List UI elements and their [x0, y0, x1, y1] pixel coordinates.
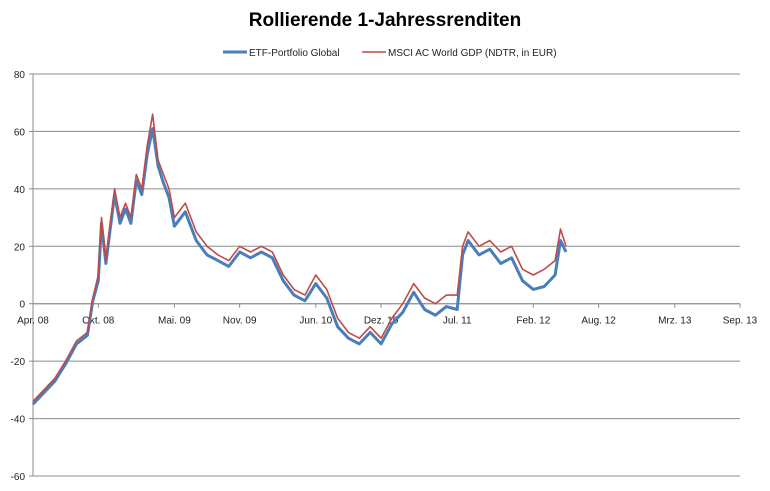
- x-tick-label: Okt. 08: [82, 316, 115, 327]
- y-tick-label: 40: [14, 185, 26, 196]
- x-tick-label: Nov. 09: [223, 316, 257, 327]
- y-tick-label: 80: [14, 70, 26, 81]
- chart-title: Rollierende 1-Jahressrenditen: [248, 10, 522, 31]
- series-line-etf-portfolio: [31, 127, 568, 406]
- x-tick-label: Aug. 12: [581, 316, 616, 327]
- x-tick-label: Mai. 09: [158, 316, 191, 327]
- legend-label: MSCI AC World GDP (NDTR, in EUR): [388, 48, 557, 59]
- series-line-msci-acwi: [32, 113, 567, 402]
- x-tick-label: Mrz. 13: [658, 316, 692, 327]
- x-tick-label: Dez. 10: [364, 316, 399, 327]
- y-tick-label: -40: [11, 415, 26, 426]
- x-tick-label: Jul. 11: [443, 316, 472, 327]
- y-tick-label: 0: [19, 300, 25, 311]
- x-tick-label: Feb. 12: [516, 316, 550, 327]
- x-tick-label: Apr. 08: [17, 316, 49, 327]
- x-tick-label: Sep. 13: [723, 316, 758, 327]
- y-tick-label: -60: [11, 472, 26, 483]
- y-tick-label: -20: [11, 357, 26, 368]
- x-tick-label: Jun. 10: [299, 316, 332, 327]
- legend-label: ETF-Portfolio Global: [249, 48, 340, 59]
- legend: ETF-Portfolio Global MSCI AC World GDP (N…: [223, 48, 557, 59]
- y-tick-label: 60: [14, 127, 26, 138]
- y-tick-label: 20: [14, 242, 26, 253]
